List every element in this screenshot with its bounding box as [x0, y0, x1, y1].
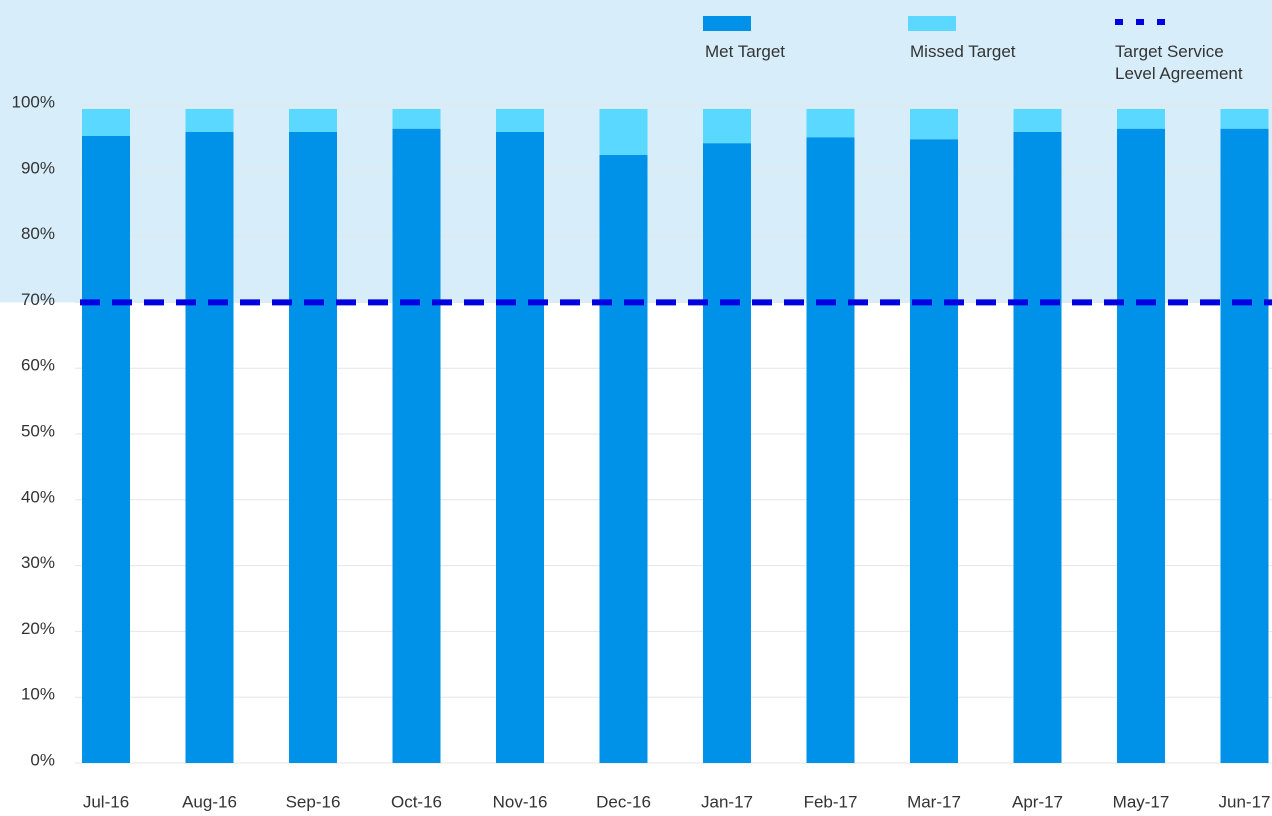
x-tick-label: Jun-17 — [1219, 792, 1271, 811]
bar-segment — [289, 108, 337, 132]
bar-segment — [1220, 128, 1269, 764]
y-tick-label: 90% — [21, 158, 55, 177]
bar-segment — [910, 139, 958, 763]
legend-label: Target Service Level Agreement — [1115, 42, 1243, 83]
y-tick-label: 40% — [21, 487, 55, 506]
bar-segment — [82, 135, 130, 763]
x-tick-label: Dec-16 — [596, 792, 651, 811]
y-tick-label: 30% — [21, 553, 55, 572]
bar-segment — [703, 108, 751, 144]
bar-segment — [910, 108, 958, 140]
bar-segment — [703, 143, 751, 763]
x-tick-label: Apr-17 — [1012, 792, 1063, 811]
x-tick-label: Feb-17 — [804, 792, 858, 811]
x-tick-label: Sep-16 — [286, 792, 341, 811]
bar-segment — [289, 131, 337, 763]
bar-segment — [82, 108, 130, 136]
x-tick-label: Mar-17 — [907, 792, 961, 811]
bar-segment — [185, 131, 234, 763]
bar-segment — [1013, 131, 1062, 763]
legend-swatch — [908, 16, 956, 31]
y-tick-label: 20% — [21, 619, 55, 638]
bar-segment — [496, 131, 544, 763]
bar-segment — [392, 128, 441, 764]
y-tick-label: 80% — [21, 224, 55, 243]
bar-segment — [496, 108, 544, 132]
y-tick-label: 100% — [12, 92, 55, 111]
x-tick-label: May-17 — [1113, 792, 1170, 811]
bar-segment — [1220, 108, 1269, 129]
x-tick-label: Oct-16 — [391, 792, 442, 811]
bar-segment — [392, 108, 441, 129]
legend-label: Missed Target — [910, 42, 1016, 61]
bar-segment — [1117, 108, 1165, 129]
y-tick-label: 70% — [21, 290, 55, 309]
legend-swatch — [703, 16, 751, 31]
bar-segment — [806, 137, 855, 763]
x-tick-label: Jul-16 — [83, 792, 129, 811]
x-tick-label: Aug-16 — [182, 792, 237, 811]
y-tick-label: 60% — [21, 356, 55, 375]
bar-segment — [599, 155, 648, 763]
y-tick-label: 50% — [21, 421, 55, 440]
bar-segment — [806, 108, 855, 138]
bar-segment — [599, 108, 648, 156]
bar-segment — [1013, 108, 1062, 132]
y-tick-label: 0% — [30, 750, 55, 769]
bar-segment — [185, 108, 234, 132]
y-tick-label: 10% — [21, 685, 55, 704]
x-tick-label: Jan-17 — [701, 792, 753, 811]
legend-label: Met Target — [705, 42, 786, 61]
x-tick-label: Nov-16 — [493, 792, 548, 811]
bar-segment — [1117, 128, 1165, 764]
